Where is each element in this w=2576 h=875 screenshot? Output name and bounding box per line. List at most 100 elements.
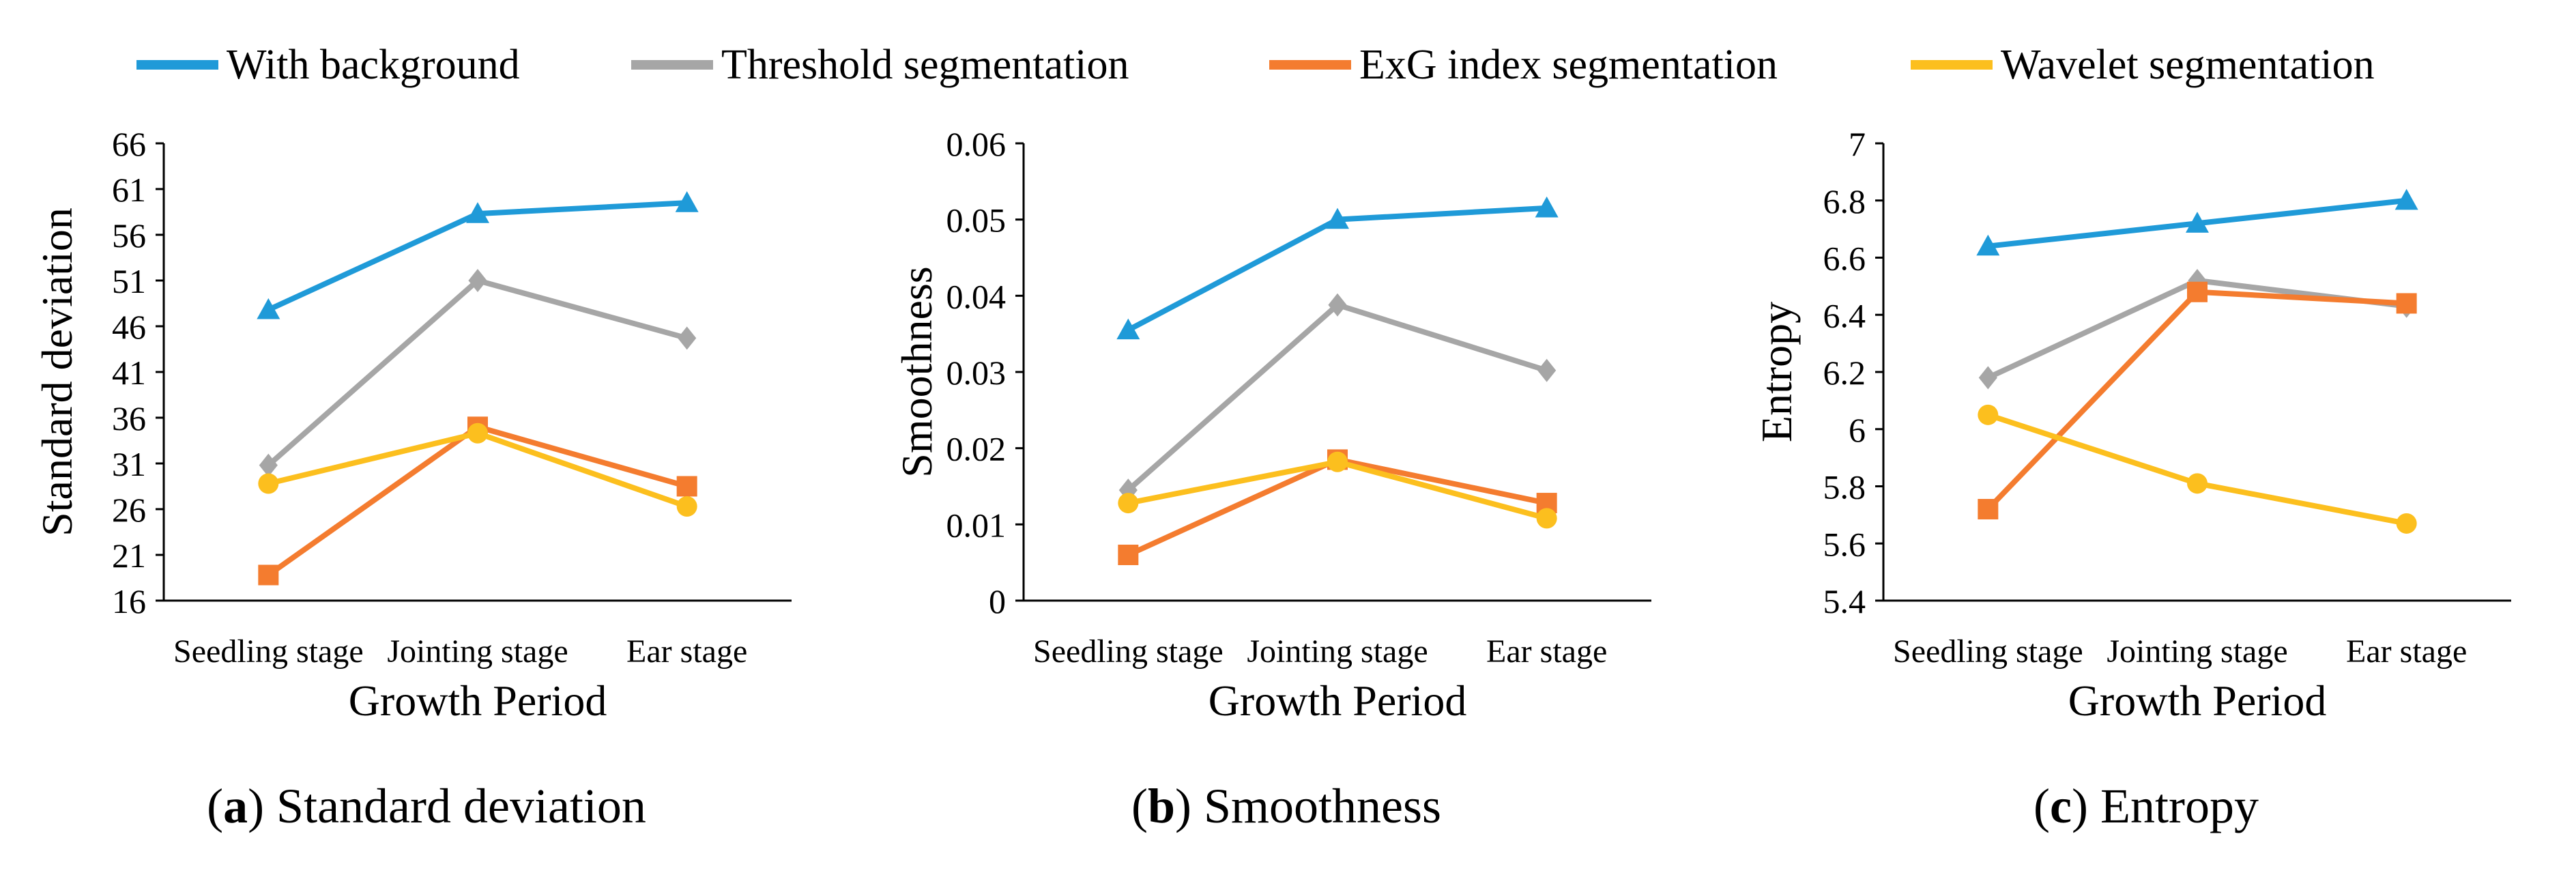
data-point-exg-index-segmentation <box>676 476 697 497</box>
data-point-with-background <box>675 191 699 212</box>
series-line-exg-index-segmentation <box>1127 457 1548 558</box>
legend-swatch-threshold-segmentation <box>631 60 713 70</box>
y-tick-label: 0.02 <box>946 430 1007 468</box>
legend-swatch-wavelet-segmentation <box>1911 60 1993 70</box>
y-tick-label: 36 <box>112 399 146 438</box>
y-tick-label: 0.03 <box>946 354 1007 392</box>
legend-label-exg-index-segmentation: ExG index segmentation <box>1359 41 1778 88</box>
caption-letter: c <box>2050 779 2072 833</box>
legend-item-wavelet-segmentation: Wavelet segmentation <box>1911 34 2375 96</box>
y-tick-label: 6.6 <box>1823 240 1866 278</box>
y-tick-label: 0.01 <box>946 506 1007 544</box>
series-line-exg-index-segmentation <box>267 424 688 577</box>
caption-text: Smoothness <box>1203 779 1442 833</box>
y-tick-label: 5.8 <box>1823 468 1866 506</box>
data-point-wavelet-segmentation <box>1978 404 1999 425</box>
y-tick-label: 66 <box>112 125 146 163</box>
y-tick-label: 16 <box>112 582 146 620</box>
legend-item-with-background: With background <box>136 34 520 96</box>
data-point-wavelet-segmentation <box>1327 451 1348 472</box>
x-axis-title: Growth Period <box>2068 676 2327 725</box>
data-point-wavelet-segmentation <box>1536 508 1557 529</box>
y-tick-label: 0.05 <box>946 201 1007 240</box>
y-axis-title: Standard deviation <box>33 207 81 536</box>
x-tick-label: Seedling stage <box>173 633 364 670</box>
y-tick-label: 46 <box>112 308 146 346</box>
y-tick-label: 41 <box>112 354 146 392</box>
y-axis-title: Smoothness <box>893 266 941 477</box>
legend-label-with-background: With background <box>227 41 520 88</box>
y-tick-label: 56 <box>112 216 146 255</box>
x-tick-label: Ear stage <box>2346 633 2467 670</box>
data-point-wavelet-segmentation <box>467 422 488 444</box>
y-tick-label: 21 <box>112 536 146 575</box>
y-tick-label: 6.8 <box>1823 182 1866 220</box>
legend-item-exg-index-segmentation: ExG index segmentation <box>1269 34 1778 96</box>
data-point-with-background <box>257 298 280 319</box>
data-point-threshold-segmentation <box>468 269 487 292</box>
data-point-threshold-segmentation <box>259 453 278 477</box>
data-point-wavelet-segmentation <box>258 473 279 494</box>
data-point-exg-index-segmentation <box>2396 293 2417 314</box>
data-point-exg-index-segmentation <box>1978 499 1999 519</box>
data-point-threshold-segmentation <box>1537 358 1557 382</box>
y-tick-label: 6 <box>1849 411 1866 449</box>
y-tick-label: 5.4 <box>1823 582 1866 620</box>
caption-entropy: (c) Entropy <box>2034 779 2259 833</box>
x-tick-label: Seedling stage <box>1893 633 2083 670</box>
data-point-with-background <box>466 202 489 223</box>
y-tick-label: 51 <box>112 262 146 300</box>
y-tick-label: 7 <box>1849 125 1866 163</box>
caption-smoothness: (b) Smoothness <box>1131 779 1442 833</box>
y-tick-label: 6.2 <box>1823 354 1866 392</box>
data-point-threshold-segmentation <box>2188 269 2207 292</box>
chart-smoothness: 0 0.01 0.02 0.03 0.04 0.05 0.06 Seedling stage J… <box>893 125 1651 725</box>
x-tick-label: Seedling stage <box>1033 633 1224 670</box>
data-point-wavelet-segmentation <box>2187 473 2208 494</box>
data-point-exg-index-segmentation <box>1118 545 1139 565</box>
data-point-with-background <box>1535 196 1559 218</box>
legend-label-threshold-segmentation: Threshold segmentation <box>721 41 1129 88</box>
series-line-wavelet-segmentation <box>1987 412 2407 526</box>
x-axis-title: Growth Period <box>1209 676 1467 725</box>
legend-swatch-exg-index-segmentation <box>1269 60 1351 70</box>
data-point-wavelet-segmentation <box>1118 493 1139 514</box>
data-point-with-background <box>1976 234 2000 256</box>
data-point-threshold-segmentation <box>1978 366 1997 390</box>
x-tick-label: Jointing stage <box>2107 633 2287 670</box>
x-tick-label: Ear stage <box>1486 633 1607 670</box>
x-axis-title: Growth Period <box>349 676 607 725</box>
y-tick-label: 5.6 <box>1823 525 1866 563</box>
x-tick-label: Jointing stage <box>387 633 568 670</box>
chart-entropy: 5.4 5.6 5.8 6 6.2 6.4 6.6 6.8 7 Seedling stage Joi… <box>1752 125 2511 725</box>
caption-text: Standard deviation <box>276 779 646 833</box>
x-tick-label: Ear stage <box>626 633 747 670</box>
y-axis-title: Entropy <box>1752 302 1801 442</box>
data-point-with-background <box>1326 207 1349 229</box>
legend-swatch-with-background <box>136 60 218 70</box>
data-point-with-background <box>2394 188 2418 210</box>
caption-standard-deviation: (a) Standard deviation <box>207 779 646 833</box>
caption-letter: a <box>223 779 248 833</box>
data-point-exg-index-segmentation <box>258 564 279 586</box>
data-point-exg-index-segmentation <box>2187 281 2208 302</box>
legend-item-threshold-segmentation: Threshold segmentation <box>631 34 1129 96</box>
x-tick-label: Jointing stage <box>1247 633 1428 670</box>
chart-legend: With background Threshold segmentation E… <box>0 0 2576 137</box>
y-tick-label: 6.4 <box>1823 296 1866 334</box>
data-point-with-background <box>1116 318 1140 340</box>
legend-label-wavelet-segmentation: Wavelet segmentation <box>2001 41 2375 88</box>
y-tick-label: 26 <box>112 491 146 529</box>
y-tick-label: 61 <box>112 171 146 209</box>
y-tick-label: 31 <box>112 445 146 483</box>
data-point-with-background <box>2186 212 2209 233</box>
y-tick-label: 0.04 <box>946 277 1007 315</box>
y-tick-label: 0 <box>989 582 1006 620</box>
chart-standard-deviation: 16 21 26 31 36 41 46 51 56 61 66 Seedling stage Join… <box>33 125 792 725</box>
data-point-threshold-segmentation <box>678 326 697 350</box>
data-point-wavelet-segmentation <box>2396 513 2417 534</box>
y-tick-label: 0.06 <box>946 125 1007 163</box>
caption-text: Entropy <box>2100 779 2259 833</box>
caption-letter: b <box>1147 779 1175 833</box>
data-point-wavelet-segmentation <box>676 496 697 517</box>
